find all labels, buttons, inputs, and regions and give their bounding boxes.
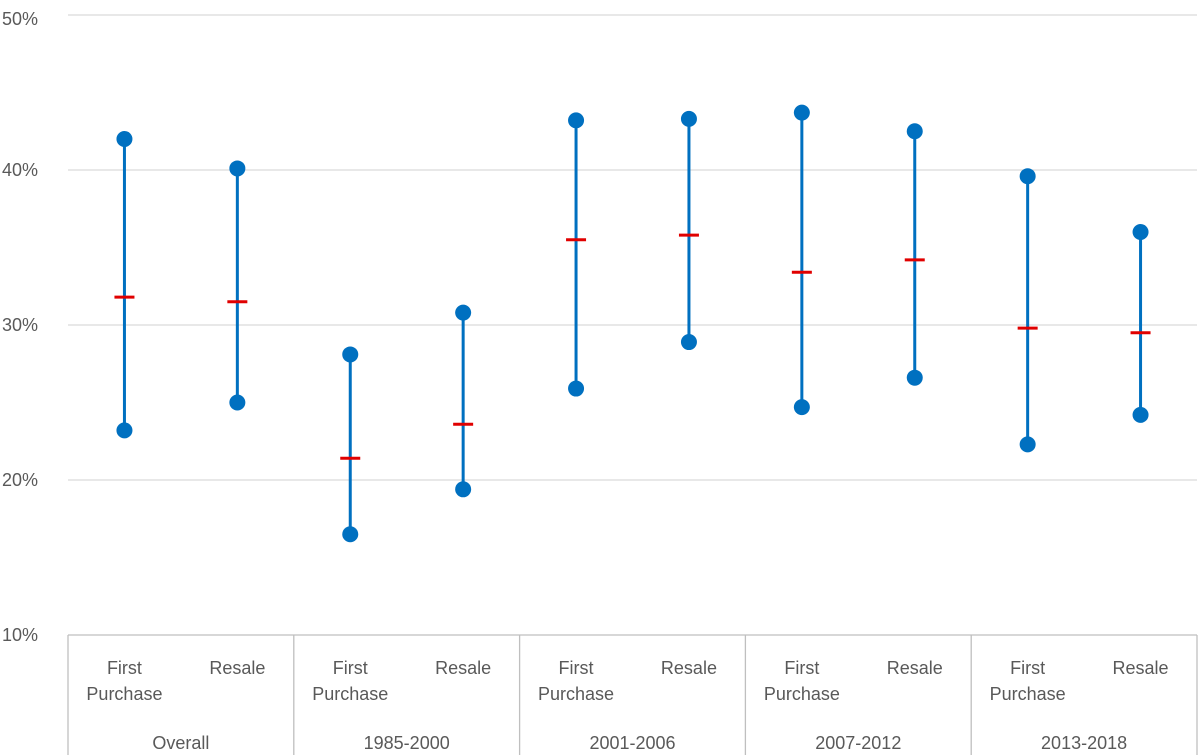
group-labels: Overall 1985-2000 2001-2006 2007-2012 2013-2…	[152, 733, 1127, 753]
category-label: First	[559, 658, 594, 678]
group-label: Overall	[152, 733, 209, 753]
y-tick-label: 30%	[2, 315, 38, 335]
category-axis	[67, 634, 1198, 755]
low-point	[1019, 436, 1036, 453]
group-label: 2001-2006	[589, 733, 675, 753]
group-label: 2013-2018	[1041, 733, 1127, 753]
group-label: 2007-2012	[815, 733, 901, 753]
category-label: Resale	[209, 658, 265, 678]
category-label: Purchase	[990, 684, 1066, 704]
category-label: First	[784, 658, 819, 678]
high-point	[793, 104, 810, 121]
category-label: First	[107, 658, 142, 678]
high-point	[342, 346, 359, 363]
high-point	[1132, 224, 1149, 240]
high-point	[229, 160, 246, 177]
y-tick-label: 10%	[2, 625, 38, 645]
category-label: Purchase	[764, 684, 840, 704]
group-label: 1985-2000	[364, 733, 450, 753]
category-label: First	[1010, 658, 1045, 678]
high-point	[455, 304, 472, 321]
low-point	[568, 380, 585, 397]
category-label: Resale	[1113, 658, 1169, 678]
y-axis-tick-labels: 10% 20% 30% 40% 50%	[2, 9, 38, 645]
category-label: First	[333, 658, 368, 678]
low-point	[793, 399, 810, 416]
low-point	[1132, 406, 1149, 423]
category-label: Purchase	[86, 684, 162, 704]
low-point	[116, 422, 133, 439]
y-tick-label: 20%	[2, 470, 38, 490]
gridlines	[68, 14, 1197, 481]
category-label: Resale	[887, 658, 943, 678]
high-point	[680, 110, 697, 127]
category-label: Resale	[435, 658, 491, 678]
high-point	[1019, 168, 1036, 185]
high-point	[906, 123, 923, 140]
high-point	[116, 131, 133, 147]
category-label: Resale	[661, 658, 717, 678]
low-point	[342, 526, 359, 543]
y-tick-label: 40%	[2, 160, 38, 180]
category-labels: First Purchase Resale First Purchase Resale Fi…	[86, 658, 1168, 704]
low-point	[680, 334, 697, 351]
low-point	[229, 394, 246, 411]
data-marks	[114, 104, 1151, 543]
y-tick-label: 50%	[2, 9, 38, 29]
category-label: Purchase	[538, 684, 614, 704]
category-label: Purchase	[312, 684, 388, 704]
low-point	[455, 481, 472, 498]
high-point	[568, 112, 585, 129]
low-point	[906, 369, 923, 386]
